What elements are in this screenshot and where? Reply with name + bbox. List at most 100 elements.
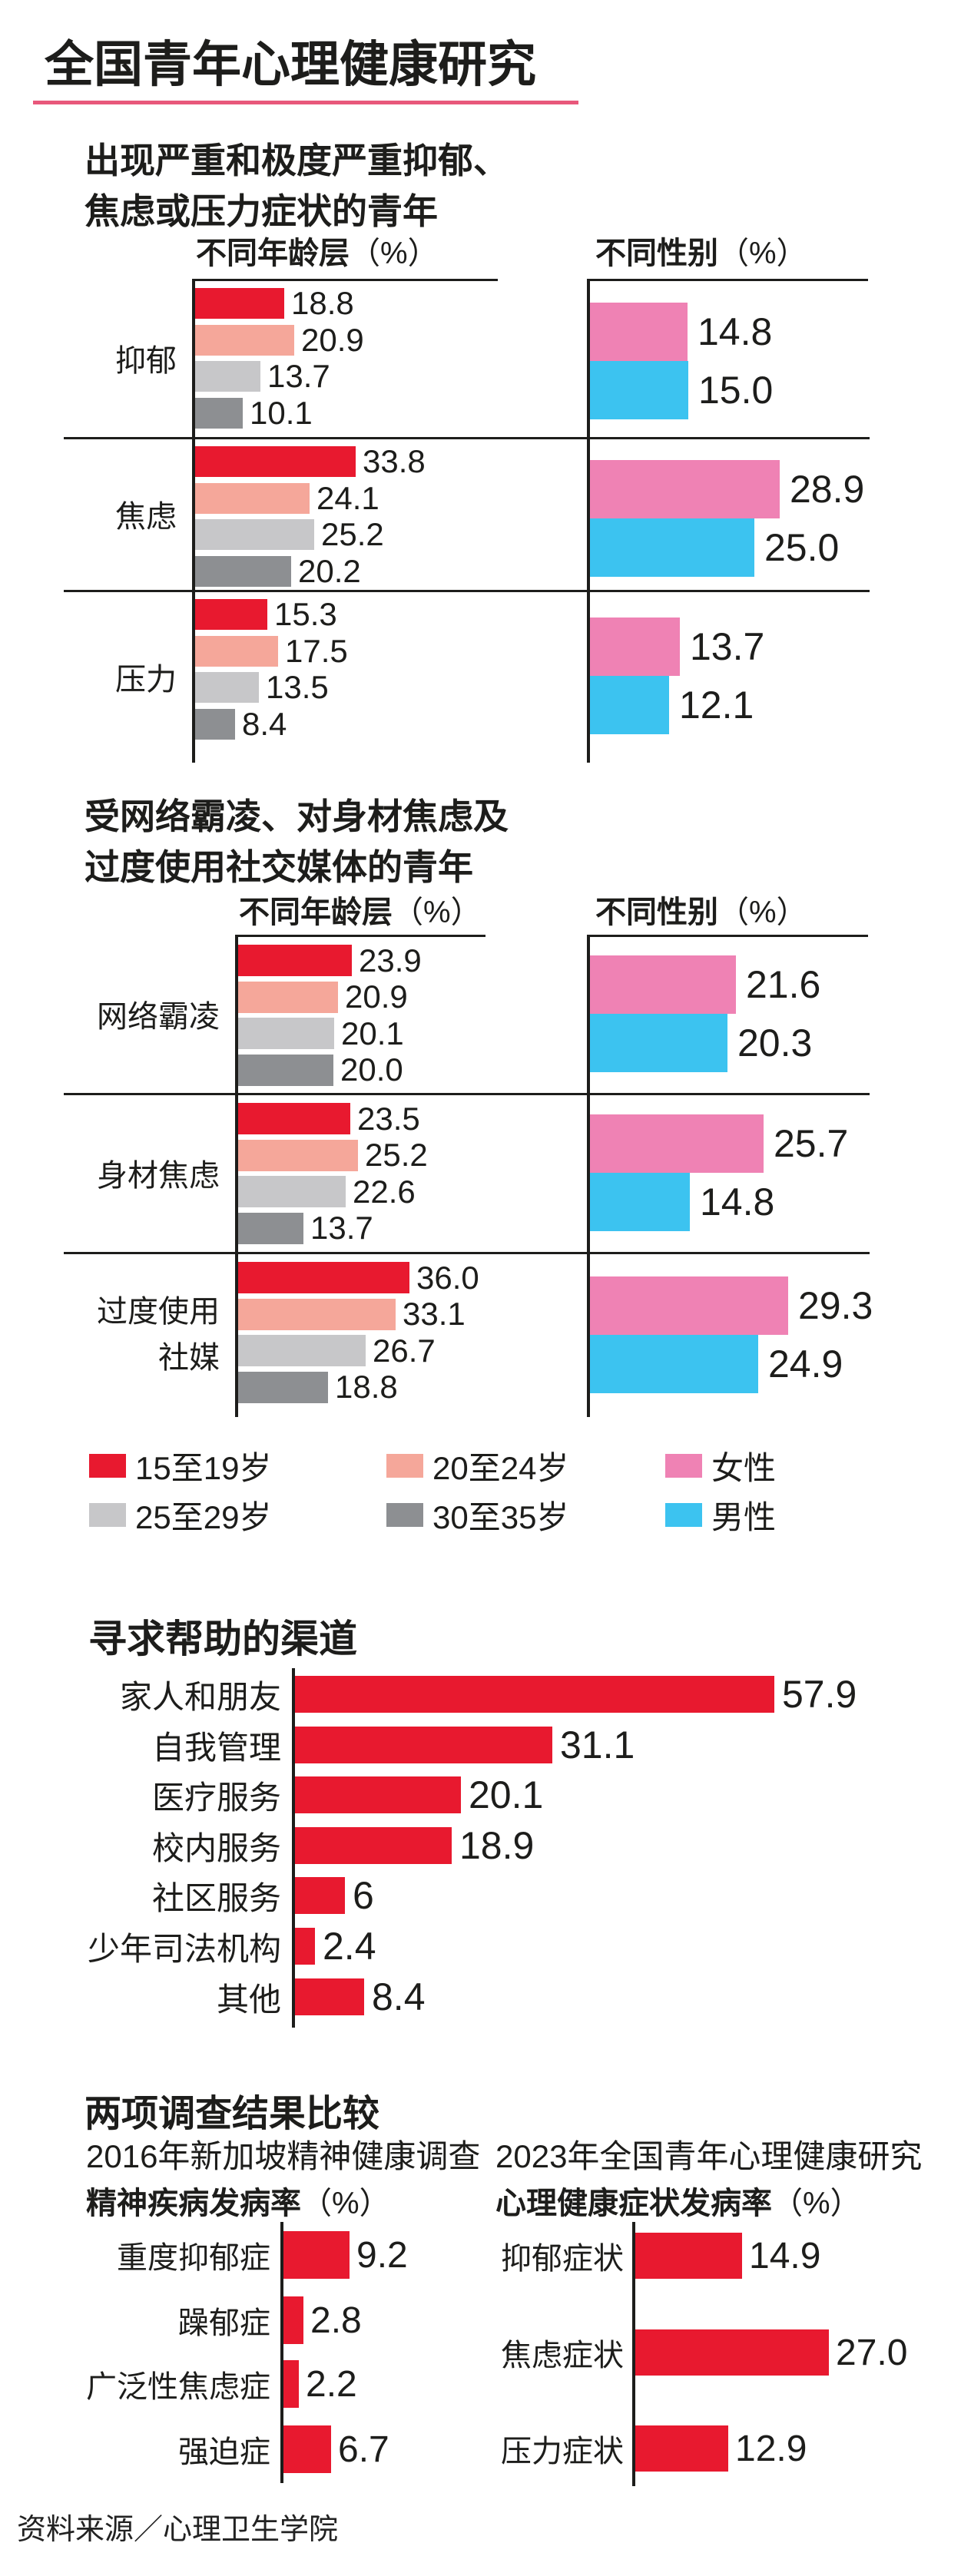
gender-bar-男性 bbox=[590, 1334, 758, 1393]
age-bar-25至29岁 bbox=[238, 1335, 366, 1366]
age-bar-30至35岁 bbox=[238, 1212, 303, 1244]
gender-bar-男性 bbox=[590, 1172, 690, 1231]
section1-group-label: 压力 bbox=[115, 662, 177, 697]
compare-bar-value: 12.9 bbox=[735, 2428, 807, 2469]
compare-bar-label: 压力症状 bbox=[501, 2435, 624, 2468]
help-bar-value: 6 bbox=[353, 1874, 374, 1917]
help-bar-医疗服务 bbox=[295, 1776, 461, 1813]
age-bar-value: 25.2 bbox=[365, 1137, 428, 1173]
section4-axis bbox=[632, 2222, 635, 2486]
gender-bar-女性 bbox=[590, 1276, 788, 1335]
section4-axis-label-bold: 精神疾病发病率 bbox=[86, 2187, 301, 2220]
section3-axis bbox=[292, 1668, 295, 2028]
section2-gender-topline bbox=[587, 935, 868, 937]
section1-age-axis bbox=[192, 279, 195, 763]
page-title: 全国青年心理健康研究 bbox=[45, 37, 536, 92]
help-bar-label: 医疗服务 bbox=[151, 1779, 281, 1816]
age-bar-value: 33.8 bbox=[363, 443, 426, 479]
gender-bar-男性 bbox=[590, 361, 688, 419]
age-bar-value: 8.4 bbox=[242, 705, 287, 742]
age-bar-value: 10.1 bbox=[250, 394, 313, 431]
compare-bar-value: 27.0 bbox=[836, 2332, 908, 2373]
section4-axis bbox=[280, 2222, 283, 2483]
age-bar-20至24岁 bbox=[238, 981, 338, 1013]
section3-title: 寻求帮助的渠道 bbox=[88, 1617, 357, 1660]
age-bar-25至29岁 bbox=[238, 1018, 334, 1049]
age-bar-30至35岁 bbox=[195, 397, 243, 429]
age-bar-value: 20.0 bbox=[340, 1051, 403, 1088]
help-bar-value: 57.9 bbox=[782, 1673, 857, 1716]
age-bar-20至24岁 bbox=[195, 324, 294, 356]
section2-group-label: 过度使用 社媒 bbox=[97, 1294, 220, 1375]
section2-gender-header-label: 不同性别 bbox=[595, 896, 718, 929]
section1-gender-header-unit: （%） bbox=[718, 237, 807, 270]
legend-label-20至24岁: 20至24岁 bbox=[432, 1450, 569, 1486]
legend-swatch-15至19岁 bbox=[89, 1454, 126, 1478]
section1-age-topline bbox=[192, 279, 498, 281]
gender-bar-value: 24.9 bbox=[768, 1342, 843, 1386]
help-bar-label: 其他 bbox=[216, 1981, 281, 2018]
section2-row-separator bbox=[64, 1252, 870, 1254]
age-bar-20至24岁 bbox=[195, 482, 310, 514]
compare-bar-躁郁症 bbox=[283, 2296, 303, 2344]
compare-bar-焦虑症状 bbox=[635, 2329, 829, 2376]
section1-gender-topline bbox=[587, 279, 868, 281]
age-bar-15至19岁 bbox=[238, 1103, 350, 1134]
source-note: 资料来源／心理卫生学院 bbox=[17, 2514, 339, 2546]
legend-label-女性: 女性 bbox=[711, 1450, 777, 1486]
help-bar-自我管理 bbox=[295, 1727, 552, 1763]
section1-gender-axis bbox=[587, 279, 590, 763]
gender-bar-男性 bbox=[590, 676, 669, 734]
section2-group-label: 网络霸凌 bbox=[97, 1000, 220, 1034]
gender-bar-value: 20.3 bbox=[737, 1021, 813, 1065]
age-bar-value: 26.7 bbox=[373, 1332, 436, 1369]
help-bar-label: 社区服务 bbox=[151, 1879, 281, 1916]
section1-row-separator bbox=[64, 590, 870, 592]
help-bar-label: 少年司法机构 bbox=[87, 1930, 281, 1967]
age-bar-20至24岁 bbox=[238, 1298, 396, 1330]
age-bar-value: 23.5 bbox=[357, 1100, 420, 1137]
section2-age-topline bbox=[235, 935, 485, 937]
gender-bar-value: 15.0 bbox=[698, 369, 774, 412]
section1-gender-header: 不同性别（%） bbox=[595, 237, 807, 270]
help-bar-少年司法机构 bbox=[295, 1928, 315, 1965]
section4-subtitle: 2023年全国青年心理健康研究 bbox=[495, 2138, 923, 2174]
age-bar-value: 20.1 bbox=[341, 1015, 404, 1051]
age-bar-value: 20.9 bbox=[301, 321, 364, 358]
gender-bar-value: 29.3 bbox=[798, 1283, 873, 1327]
compare-bar-value: 14.9 bbox=[749, 2235, 821, 2276]
age-bar-value: 13.7 bbox=[310, 1210, 373, 1246]
gender-bar-value: 21.6 bbox=[746, 963, 821, 1006]
help-bar-校内服务 bbox=[295, 1827, 452, 1864]
age-bar-value: 25.2 bbox=[321, 516, 384, 552]
gender-bar-value: 28.9 bbox=[790, 468, 865, 511]
help-bar-value: 18.9 bbox=[459, 1824, 535, 1867]
compare-bar-value: 2.2 bbox=[306, 2363, 357, 2405]
section2-group-label: 身材焦虑 bbox=[97, 1158, 220, 1193]
compare-bar-value: 9.2 bbox=[356, 2234, 408, 2276]
section2-age-header: 不同年龄层（%） bbox=[239, 896, 482, 929]
age-bar-30至35岁 bbox=[195, 708, 235, 740]
age-bar-30至35岁 bbox=[238, 1054, 333, 1086]
help-bar-value: 20.1 bbox=[469, 1773, 544, 1816]
section2-gender-header-unit: （%） bbox=[718, 896, 807, 929]
age-bar-25至29岁 bbox=[195, 361, 260, 392]
compare-bar-抑郁症状 bbox=[635, 2233, 742, 2279]
section1-group-label: 抑郁 bbox=[115, 344, 177, 378]
legend-swatch-20至24岁 bbox=[386, 1454, 423, 1478]
section1-group-label: 焦虑 bbox=[115, 499, 177, 534]
compare-bar-压力症状 bbox=[635, 2425, 728, 2472]
age-bar-30至35岁 bbox=[195, 555, 291, 587]
section2-gender-axis bbox=[587, 935, 590, 1417]
legend-label-男性: 男性 bbox=[711, 1499, 777, 1535]
age-bar-value: 20.9 bbox=[345, 978, 408, 1015]
section1-age-header-unit: （%） bbox=[350, 237, 439, 270]
age-bar-value: 17.5 bbox=[285, 632, 348, 669]
legend-label-30至35岁: 30至35岁 bbox=[432, 1499, 569, 1535]
age-bar-15至19岁 bbox=[238, 945, 352, 976]
help-bar-value: 2.4 bbox=[323, 1925, 376, 1968]
compare-bar-label: 强迫症 bbox=[178, 2435, 270, 2469]
help-bar-label: 校内服务 bbox=[151, 1829, 281, 1866]
section4-title: 两项调查结果比较 bbox=[85, 2094, 380, 2134]
compare-bar-label: 重度抑郁症 bbox=[117, 2241, 270, 2275]
